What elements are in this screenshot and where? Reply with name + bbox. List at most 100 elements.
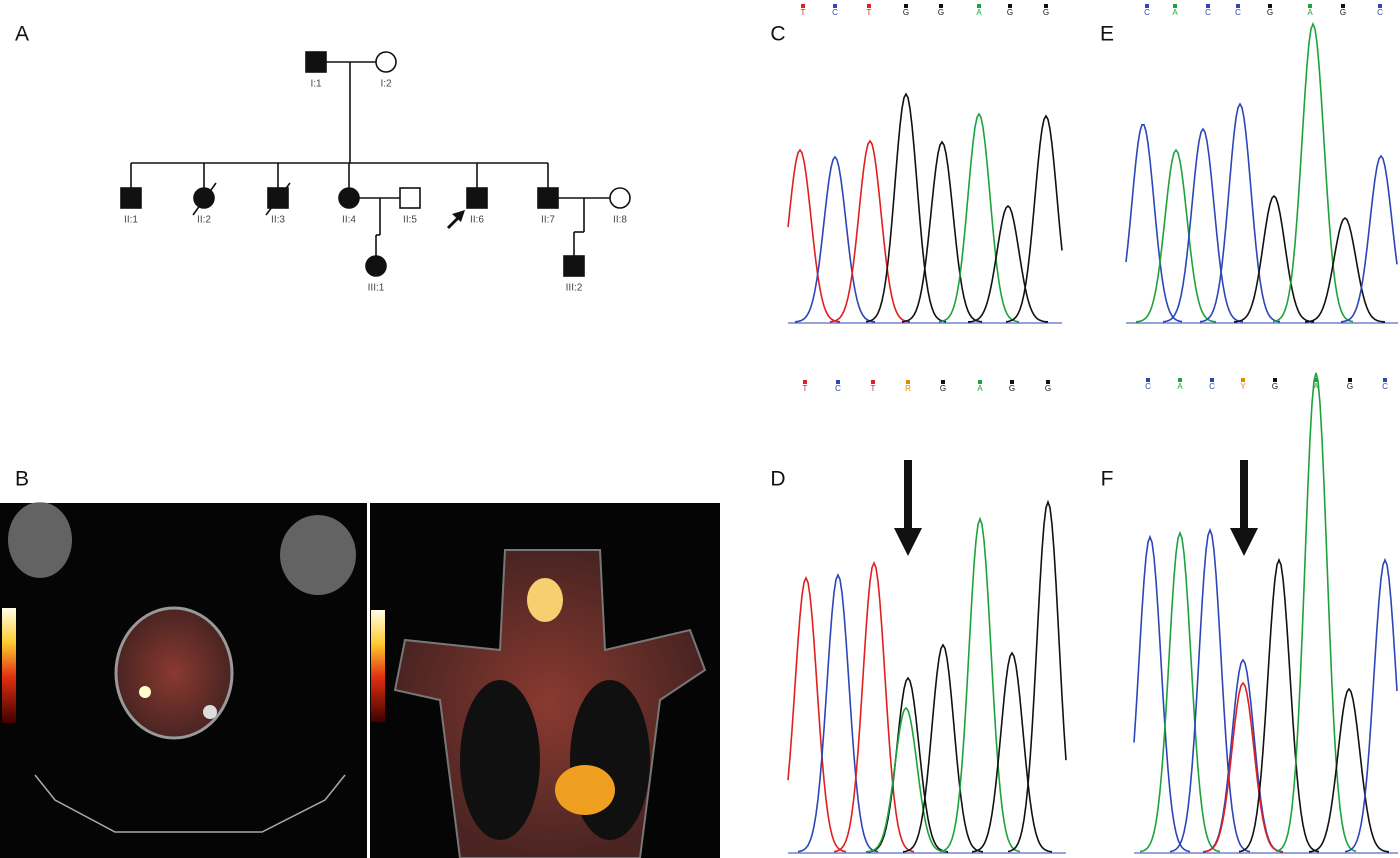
trace-peak: [1139, 530, 1221, 853]
base-call: C: [1382, 382, 1388, 391]
trace-peak: [794, 155, 876, 323]
pedigree-label: I:2: [380, 79, 392, 90]
pedigree-male: [120, 187, 142, 209]
pedigree-label: II:6: [470, 215, 484, 226]
panel-label: B: [15, 468, 29, 491]
base-marker: [803, 380, 807, 384]
pedigree-male: [563, 255, 585, 277]
trace-peak: [1199, 102, 1281, 323]
pedigree-label: III:2: [566, 283, 583, 294]
trace-peak: [1135, 148, 1217, 323]
base-call: C: [1235, 8, 1241, 17]
trace-peak: [797, 573, 879, 853]
base-marker: [978, 380, 982, 384]
base-marker: [1236, 4, 1240, 8]
base-call: T: [801, 8, 806, 17]
base-marker: [1008, 4, 1012, 8]
base-call: C: [1145, 382, 1151, 391]
base-marker: [1173, 4, 1177, 8]
base-marker: [1348, 378, 1352, 382]
pedigree-male: [267, 187, 289, 209]
base-call: C: [1209, 382, 1215, 391]
trace-peak: [829, 139, 911, 323]
base-call: C: [1205, 8, 1211, 17]
base-marker: [977, 4, 981, 8]
base-call: G: [940, 384, 946, 393]
base-call: G: [1007, 8, 1013, 17]
trace-peak: [1169, 527, 1251, 853]
base-call: A: [1307, 8, 1313, 17]
base-marker: [941, 380, 945, 384]
base-call: G: [1009, 384, 1015, 393]
base-call: G: [1043, 8, 1049, 17]
trace-peak: [1202, 658, 1284, 853]
base-marker: [904, 4, 908, 8]
base-marker: [1268, 4, 1272, 8]
panel-label: C: [770, 23, 785, 46]
base-marker: [1383, 378, 1387, 382]
panel-label: F: [1101, 468, 1114, 491]
trace-peak: [902, 643, 984, 853]
base-marker: [1308, 4, 1312, 8]
pedigree-label: II:4: [342, 215, 356, 226]
pedigree-male: [399, 187, 421, 209]
base-marker: [1241, 378, 1245, 382]
pedigree-female: [609, 187, 631, 209]
panel-label: E: [1100, 23, 1114, 46]
base-marker: [1146, 378, 1150, 382]
trace-peak: [1275, 372, 1357, 853]
base-marker: [1341, 4, 1345, 8]
base-call: C: [835, 384, 841, 393]
base-marker: [833, 4, 837, 8]
trace-peak: [1304, 216, 1386, 323]
trace-peak: [865, 92, 947, 323]
pedigree-female: [365, 255, 387, 277]
trace-peak: [939, 516, 1021, 853]
trace-peak: [787, 576, 847, 853]
base-call: A: [1172, 8, 1178, 17]
base-call: C: [1144, 8, 1150, 17]
base-marker: [867, 4, 871, 8]
base-marker: [1178, 378, 1182, 382]
base-call: G: [1347, 382, 1353, 391]
base-call: T: [803, 384, 808, 393]
base-call: A: [977, 384, 983, 393]
base-marker: [1273, 378, 1277, 382]
pet-ct-images: [0, 502, 720, 858]
trace-peak: [1272, 21, 1354, 323]
base-call: C: [1377, 8, 1383, 17]
trace-peak: [787, 148, 841, 323]
trace-peak: [1162, 127, 1244, 323]
trace-peak: [901, 140, 983, 323]
base-call: C: [832, 8, 838, 17]
trace-peak: [1233, 194, 1315, 323]
trace-peak: [867, 676, 949, 853]
trace-peak: [938, 112, 1020, 323]
trace-peak: [1308, 687, 1390, 853]
base-marker: [1145, 4, 1149, 8]
trace-peak: [1238, 557, 1320, 853]
pedigree-label: II:1: [124, 215, 138, 226]
base-marker: [1206, 4, 1210, 8]
trace-peak: [833, 560, 915, 853]
base-call: G: [938, 8, 944, 17]
pedigree-label: II:8: [613, 215, 627, 226]
base-call: A: [1177, 382, 1183, 391]
base-marker: [906, 380, 910, 384]
base-call: T: [867, 8, 872, 17]
pedigree-lines: [130, 61, 610, 256]
pedigree-female: [338, 187, 360, 209]
pedigree-male: [466, 187, 488, 209]
pedigree-label: I:1: [310, 79, 322, 90]
base-marker: [801, 4, 805, 8]
trace-peak: [1202, 681, 1284, 853]
trace-peak: [1344, 557, 1398, 853]
pedigree-label: II:5: [403, 215, 417, 226]
base-marker: [939, 4, 943, 8]
base-call: G: [1272, 382, 1278, 391]
base-marker: [1378, 4, 1382, 8]
base-call: G: [903, 8, 909, 17]
proband-arrow: [446, 210, 465, 230]
pedigree-label: II:2: [197, 215, 211, 226]
